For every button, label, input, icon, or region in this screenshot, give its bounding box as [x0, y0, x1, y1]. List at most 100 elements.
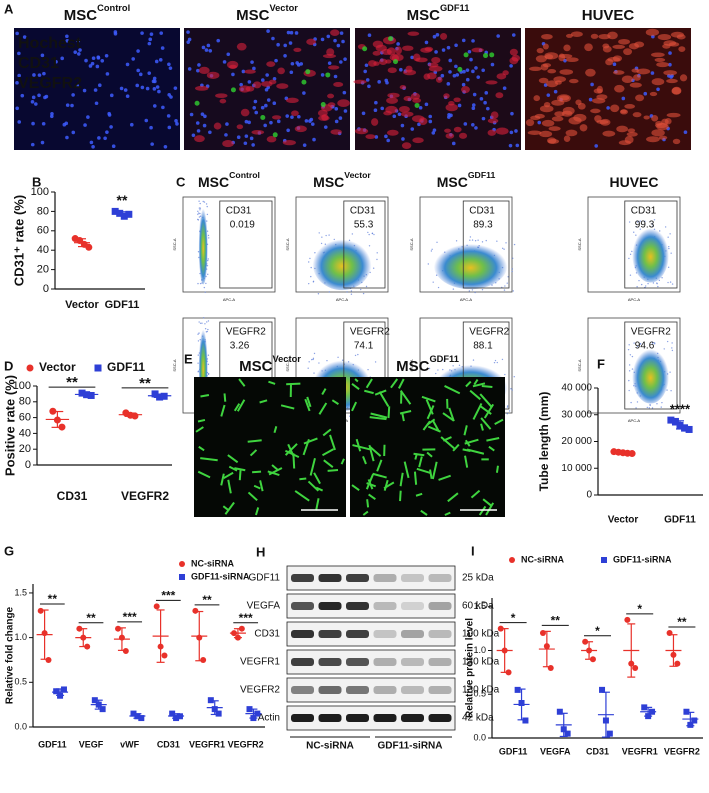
cell: [565, 129, 578, 137]
event: [633, 231, 635, 233]
cell: [244, 69, 256, 74]
cell: [219, 98, 227, 104]
data-point: [76, 625, 83, 632]
green-cell: [463, 52, 469, 58]
nucleus: [216, 38, 221, 43]
green-cell: [489, 52, 495, 58]
data-point: [125, 210, 133, 218]
y-axis-label: Positive rate (%): [2, 375, 17, 476]
event: [671, 347, 673, 349]
cell: [371, 118, 379, 126]
cell: [206, 71, 220, 79]
event: [442, 368, 444, 371]
nucleus: [138, 72, 143, 77]
event: [206, 205, 208, 208]
significance: **: [551, 614, 561, 628]
tube: [354, 378, 359, 383]
event: [644, 285, 647, 287]
nucleus: [107, 113, 112, 117]
event: [206, 321, 208, 323]
tube: [249, 449, 258, 457]
tube: [307, 480, 320, 492]
nucleus: [54, 59, 58, 64]
y-tick-label: 40 000: [561, 383, 592, 394]
nucleus: [15, 81, 19, 85]
cell: [541, 33, 553, 40]
cell: [590, 108, 601, 114]
event: [501, 247, 504, 250]
tube: [426, 451, 433, 458]
nucleus: [455, 73, 460, 77]
panel-title: MSCVector: [236, 3, 298, 24]
event: [474, 240, 477, 242]
nucleus: [606, 106, 610, 110]
band: [428, 574, 452, 582]
green-cell: [320, 102, 326, 108]
cell: [616, 125, 629, 133]
y-tick-label: 0.5: [14, 677, 27, 687]
data-point: [250, 715, 257, 722]
nucleus: [148, 37, 153, 42]
cell: [585, 68, 596, 77]
event: [494, 359, 497, 362]
y-tick-label: 30 000: [561, 409, 592, 420]
title-sup: GDF11: [440, 3, 469, 13]
cell: [400, 111, 414, 117]
cell: [461, 86, 470, 94]
tube: [480, 417, 492, 430]
tube: [418, 456, 423, 468]
nucleus: [364, 63, 369, 68]
blot-strip: [286, 649, 456, 675]
tube: [416, 467, 431, 474]
cell: [485, 80, 498, 85]
tube: [351, 484, 360, 491]
nucleus: [152, 76, 157, 81]
data-point: [601, 557, 607, 563]
cell: [650, 52, 665, 58]
y-tick-label: 1.0: [473, 645, 486, 655]
band: [373, 658, 397, 666]
tube: [429, 469, 433, 479]
tube: [233, 403, 241, 412]
nucleus: [448, 70, 452, 74]
cell: [602, 130, 616, 137]
event: [667, 236, 669, 238]
tube: [351, 383, 360, 390]
event: [199, 282, 202, 285]
title-sup: Control: [97, 3, 130, 13]
green-cell: [457, 66, 463, 72]
nucleus: [83, 123, 87, 127]
event: [658, 279, 661, 282]
tube: [268, 467, 283, 476]
band: [346, 630, 369, 638]
tube: [444, 385, 461, 395]
nucleus: [123, 88, 128, 92]
event: [667, 266, 670, 268]
cell: [614, 84, 625, 93]
nucleus: [236, 135, 241, 140]
cell: [602, 43, 610, 49]
event: [354, 354, 357, 357]
tube: [286, 382, 301, 386]
nucleus: [208, 130, 212, 135]
tube: [399, 472, 404, 487]
nucleus: [94, 101, 99, 106]
y-tick-label: 0: [43, 283, 49, 295]
data-point: [670, 651, 677, 658]
tube: [304, 398, 311, 412]
nucleus: [224, 133, 228, 137]
tube: [403, 461, 410, 479]
cell: [378, 58, 388, 66]
nucleus: [264, 87, 269, 92]
nucleus: [449, 113, 453, 118]
cell: [599, 118, 611, 126]
size-label: 25 kDa: [462, 573, 494, 584]
cell: [253, 81, 262, 89]
panel-label: E: [184, 351, 193, 366]
title-main: MSC: [239, 358, 273, 375]
band: [318, 630, 342, 638]
nucleus: [483, 100, 487, 105]
event: [657, 285, 659, 288]
tube: [197, 470, 211, 479]
band: [373, 602, 397, 610]
